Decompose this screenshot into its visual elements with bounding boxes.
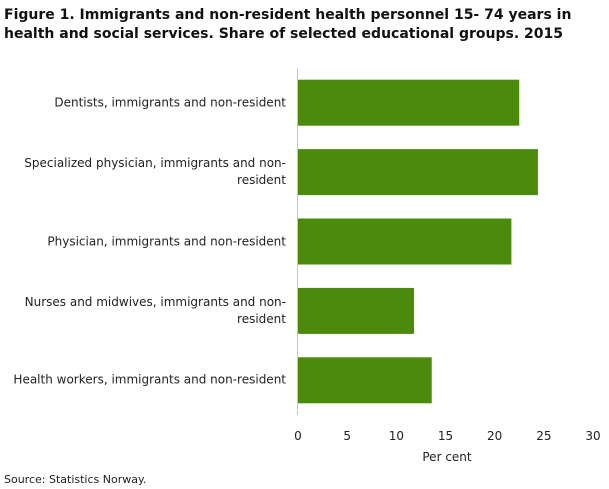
x-tick-label: 25 xyxy=(536,429,552,443)
chart-title: Figure 1. Immigrants and non-resident he… xyxy=(4,7,572,42)
x-axis-label: Per cent xyxy=(422,450,472,464)
bar xyxy=(298,218,512,265)
bar xyxy=(298,287,415,334)
source: Source: Statistics Norway. xyxy=(4,473,147,486)
bar xyxy=(298,79,520,126)
x-tick-label: 10 xyxy=(388,429,404,443)
y-tick-label: Specialized physician, immigrants and no… xyxy=(24,156,286,188)
y-tick-label: Health workers, immigrants and non-resid… xyxy=(13,372,286,387)
y-tick-label: Nurses and midwives, immigrants and non-… xyxy=(24,294,286,326)
bar xyxy=(298,357,432,404)
x-tick-label: 30 xyxy=(585,429,601,443)
y-tick-label: Physician, immigrants and non-resident xyxy=(47,234,286,248)
bar xyxy=(298,149,538,196)
x-tick-label: 5 xyxy=(343,429,351,443)
x-tick-label: 15 xyxy=(437,429,454,443)
x-tick-label: 20 xyxy=(487,429,503,443)
y-tick-label: Dentists, immigrants and non-resident xyxy=(54,95,286,110)
x-tick-label: 0 xyxy=(294,429,302,443)
